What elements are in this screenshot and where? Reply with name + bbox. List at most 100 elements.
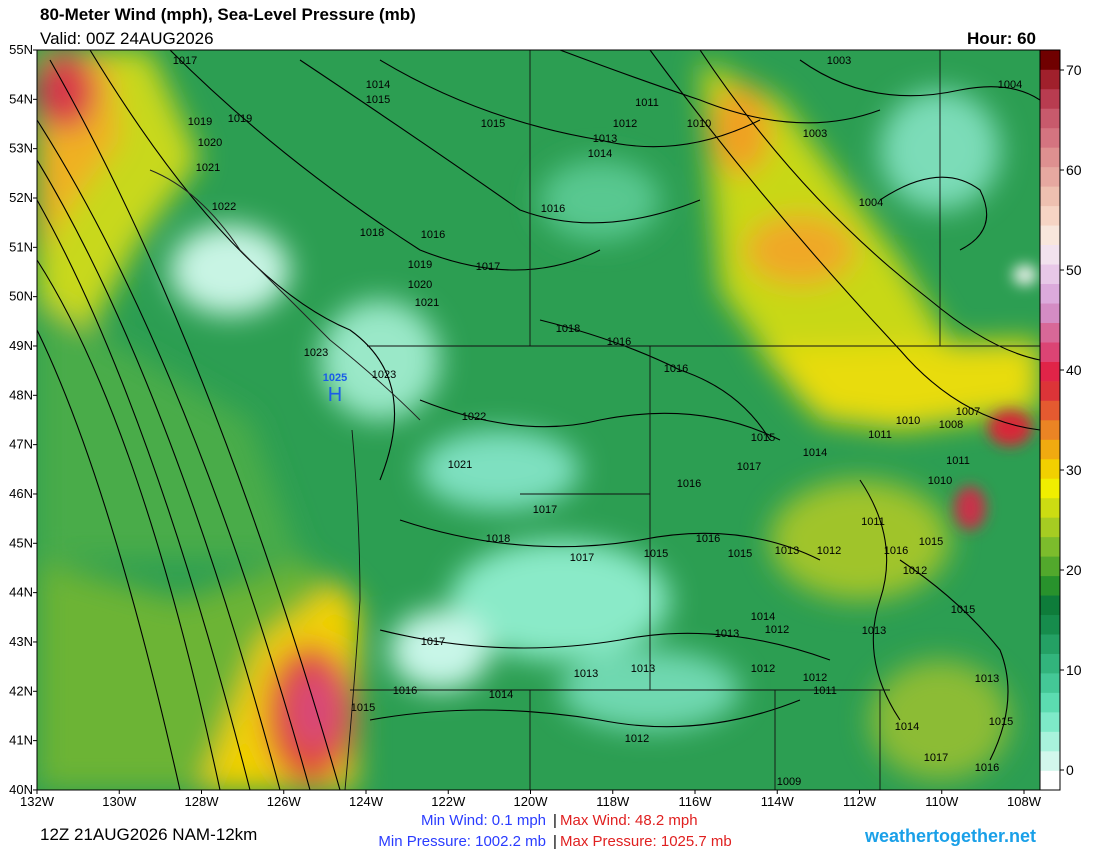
isobar-label: 1018 bbox=[556, 323, 580, 335]
colorbar-swatch bbox=[1040, 770, 1060, 791]
colorbar-swatch bbox=[1040, 517, 1060, 538]
isobar-label: 1013 bbox=[775, 545, 799, 557]
isobar-label: 1008 bbox=[939, 419, 963, 431]
isobar-label: 1015 bbox=[951, 604, 975, 616]
isobar-label: 1019 bbox=[228, 113, 252, 125]
isobar-label: 1012 bbox=[625, 733, 649, 745]
isobar-label: 1018 bbox=[486, 533, 510, 545]
isobar-label: 1014 bbox=[489, 689, 513, 701]
lat-label: 42N bbox=[9, 683, 33, 698]
isobar-label: 1016 bbox=[696, 533, 720, 545]
isobar-label: 1020 bbox=[198, 137, 222, 149]
isobar-label: 1013 bbox=[574, 668, 598, 680]
colorbar-swatch bbox=[1040, 400, 1060, 421]
isobar-label: 1015 bbox=[751, 432, 775, 444]
max-pressure: Max Pressure: 1025.7 mb bbox=[560, 833, 732, 850]
isobar-label: 1014 bbox=[895, 721, 919, 733]
isobar-label: 1021 bbox=[196, 162, 220, 174]
isobar-label: 1016 bbox=[677, 478, 701, 490]
isobar-label: 1011 bbox=[868, 429, 892, 441]
isobar-label: 1018 bbox=[360, 227, 384, 239]
lat-label: 41N bbox=[9, 733, 33, 748]
isobar-label: 1023 bbox=[304, 347, 328, 359]
lon-label: 108W bbox=[1007, 794, 1042, 809]
lat-label: 51N bbox=[9, 239, 33, 254]
isobar-label: 1021 bbox=[448, 459, 472, 471]
colorbar-swatch bbox=[1040, 478, 1060, 499]
isobar-label: 1019 bbox=[188, 116, 212, 128]
colorbar-swatch bbox=[1040, 497, 1060, 518]
isobar-label: 1003 bbox=[827, 55, 851, 67]
isobar-label: 1017 bbox=[476, 261, 500, 273]
colorbar-swatch bbox=[1040, 575, 1060, 596]
isobar-label: 1014 bbox=[803, 447, 827, 459]
isobar-label: 1010 bbox=[687, 118, 711, 130]
lat-label: 48N bbox=[9, 387, 33, 402]
isobar-label: 1010 bbox=[896, 415, 920, 427]
separator: | bbox=[553, 812, 557, 829]
colorbar-swatch bbox=[1040, 225, 1060, 246]
colorbar-swatch bbox=[1040, 712, 1060, 732]
lon-label: 124W bbox=[349, 794, 384, 809]
isobar-lines bbox=[37, 50, 1040, 790]
colorbar-label: 60 bbox=[1066, 162, 1082, 178]
isobar-label: 1015 bbox=[989, 716, 1013, 728]
title: 80-Meter Wind (mph), Sea-Level Pressure … bbox=[40, 5, 416, 24]
borders bbox=[344, 50, 1040, 790]
lon-label: 122W bbox=[431, 794, 466, 809]
lat-label: 46N bbox=[9, 486, 33, 501]
colorbar-swatch bbox=[1040, 361, 1060, 382]
isobar-label: 1017 bbox=[924, 752, 948, 764]
lon-label: 114W bbox=[761, 794, 795, 809]
separator: | bbox=[553, 833, 557, 850]
lat-label: 45N bbox=[9, 535, 33, 550]
colorbar-swatch bbox=[1040, 283, 1060, 304]
isobar-label: 1013 bbox=[593, 133, 617, 145]
isobar-label: 1015 bbox=[481, 118, 505, 130]
colorbar-swatch bbox=[1040, 751, 1060, 771]
colorbar-swatch bbox=[1040, 731, 1060, 752]
isobar-label: 1016 bbox=[541, 203, 565, 215]
isobar-label: 1007 bbox=[956, 406, 980, 418]
isobar-label: 1020 bbox=[408, 279, 432, 291]
isobar-label: 1012 bbox=[613, 118, 637, 130]
lon-label: 130W bbox=[102, 794, 137, 809]
isobar-label: 1009 bbox=[777, 776, 801, 788]
colorbar-label: 40 bbox=[1066, 362, 1082, 378]
isobar-label: 1014 bbox=[751, 611, 775, 623]
isobar-label: 1011 bbox=[861, 516, 885, 528]
isobar-label: 1011 bbox=[813, 685, 837, 697]
site-credit: weathertogether.net bbox=[864, 826, 1036, 846]
isobar-label: 1017 bbox=[173, 55, 197, 67]
isobar-label: 1003 bbox=[803, 128, 827, 140]
isobar-label: 1023 bbox=[372, 369, 396, 381]
lat-label: 52N bbox=[9, 190, 33, 205]
isobar-label: 1017 bbox=[533, 504, 557, 516]
model-run: 12Z 21AUG2026 NAM-12km bbox=[40, 825, 257, 844]
colorbar-swatch bbox=[1040, 322, 1060, 343]
valid-time: Valid: 00Z 24AUG2026 bbox=[40, 29, 214, 48]
lon-label: 126W bbox=[267, 794, 302, 809]
isobar-label: 1017 bbox=[421, 636, 445, 648]
colorbar: 0 10 20 30 40 50 60 70 bbox=[1039, 49, 1082, 791]
lat-label: 47N bbox=[9, 437, 33, 452]
lat-label: 54N bbox=[9, 91, 33, 106]
isobar-label: 1004 bbox=[859, 197, 883, 209]
lat-label: 43N bbox=[9, 634, 33, 649]
isobar-label: 1022 bbox=[212, 201, 236, 213]
colorbar-label: 70 bbox=[1066, 62, 1082, 78]
colorbar-swatch bbox=[1040, 166, 1060, 187]
lat-label: 44N bbox=[9, 585, 33, 600]
max-wind: Max Wind: 48.2 mph bbox=[560, 812, 698, 829]
colorbar-swatch bbox=[1040, 342, 1060, 362]
colorbar-swatch bbox=[1040, 556, 1060, 577]
isobar-label: 1017 bbox=[570, 552, 594, 564]
colorbar-swatch bbox=[1040, 88, 1060, 109]
lon-label: 132W bbox=[20, 794, 55, 809]
lat-label: 53N bbox=[9, 141, 33, 156]
lat-label: 49N bbox=[9, 338, 33, 353]
isobar-labels: 1017 1014 1015 1019 1019 1020 1021 1022 1018 1016… bbox=[173, 55, 1022, 788]
colorbar-swatch bbox=[1040, 536, 1060, 557]
isobar-label: 1022 bbox=[462, 411, 486, 423]
